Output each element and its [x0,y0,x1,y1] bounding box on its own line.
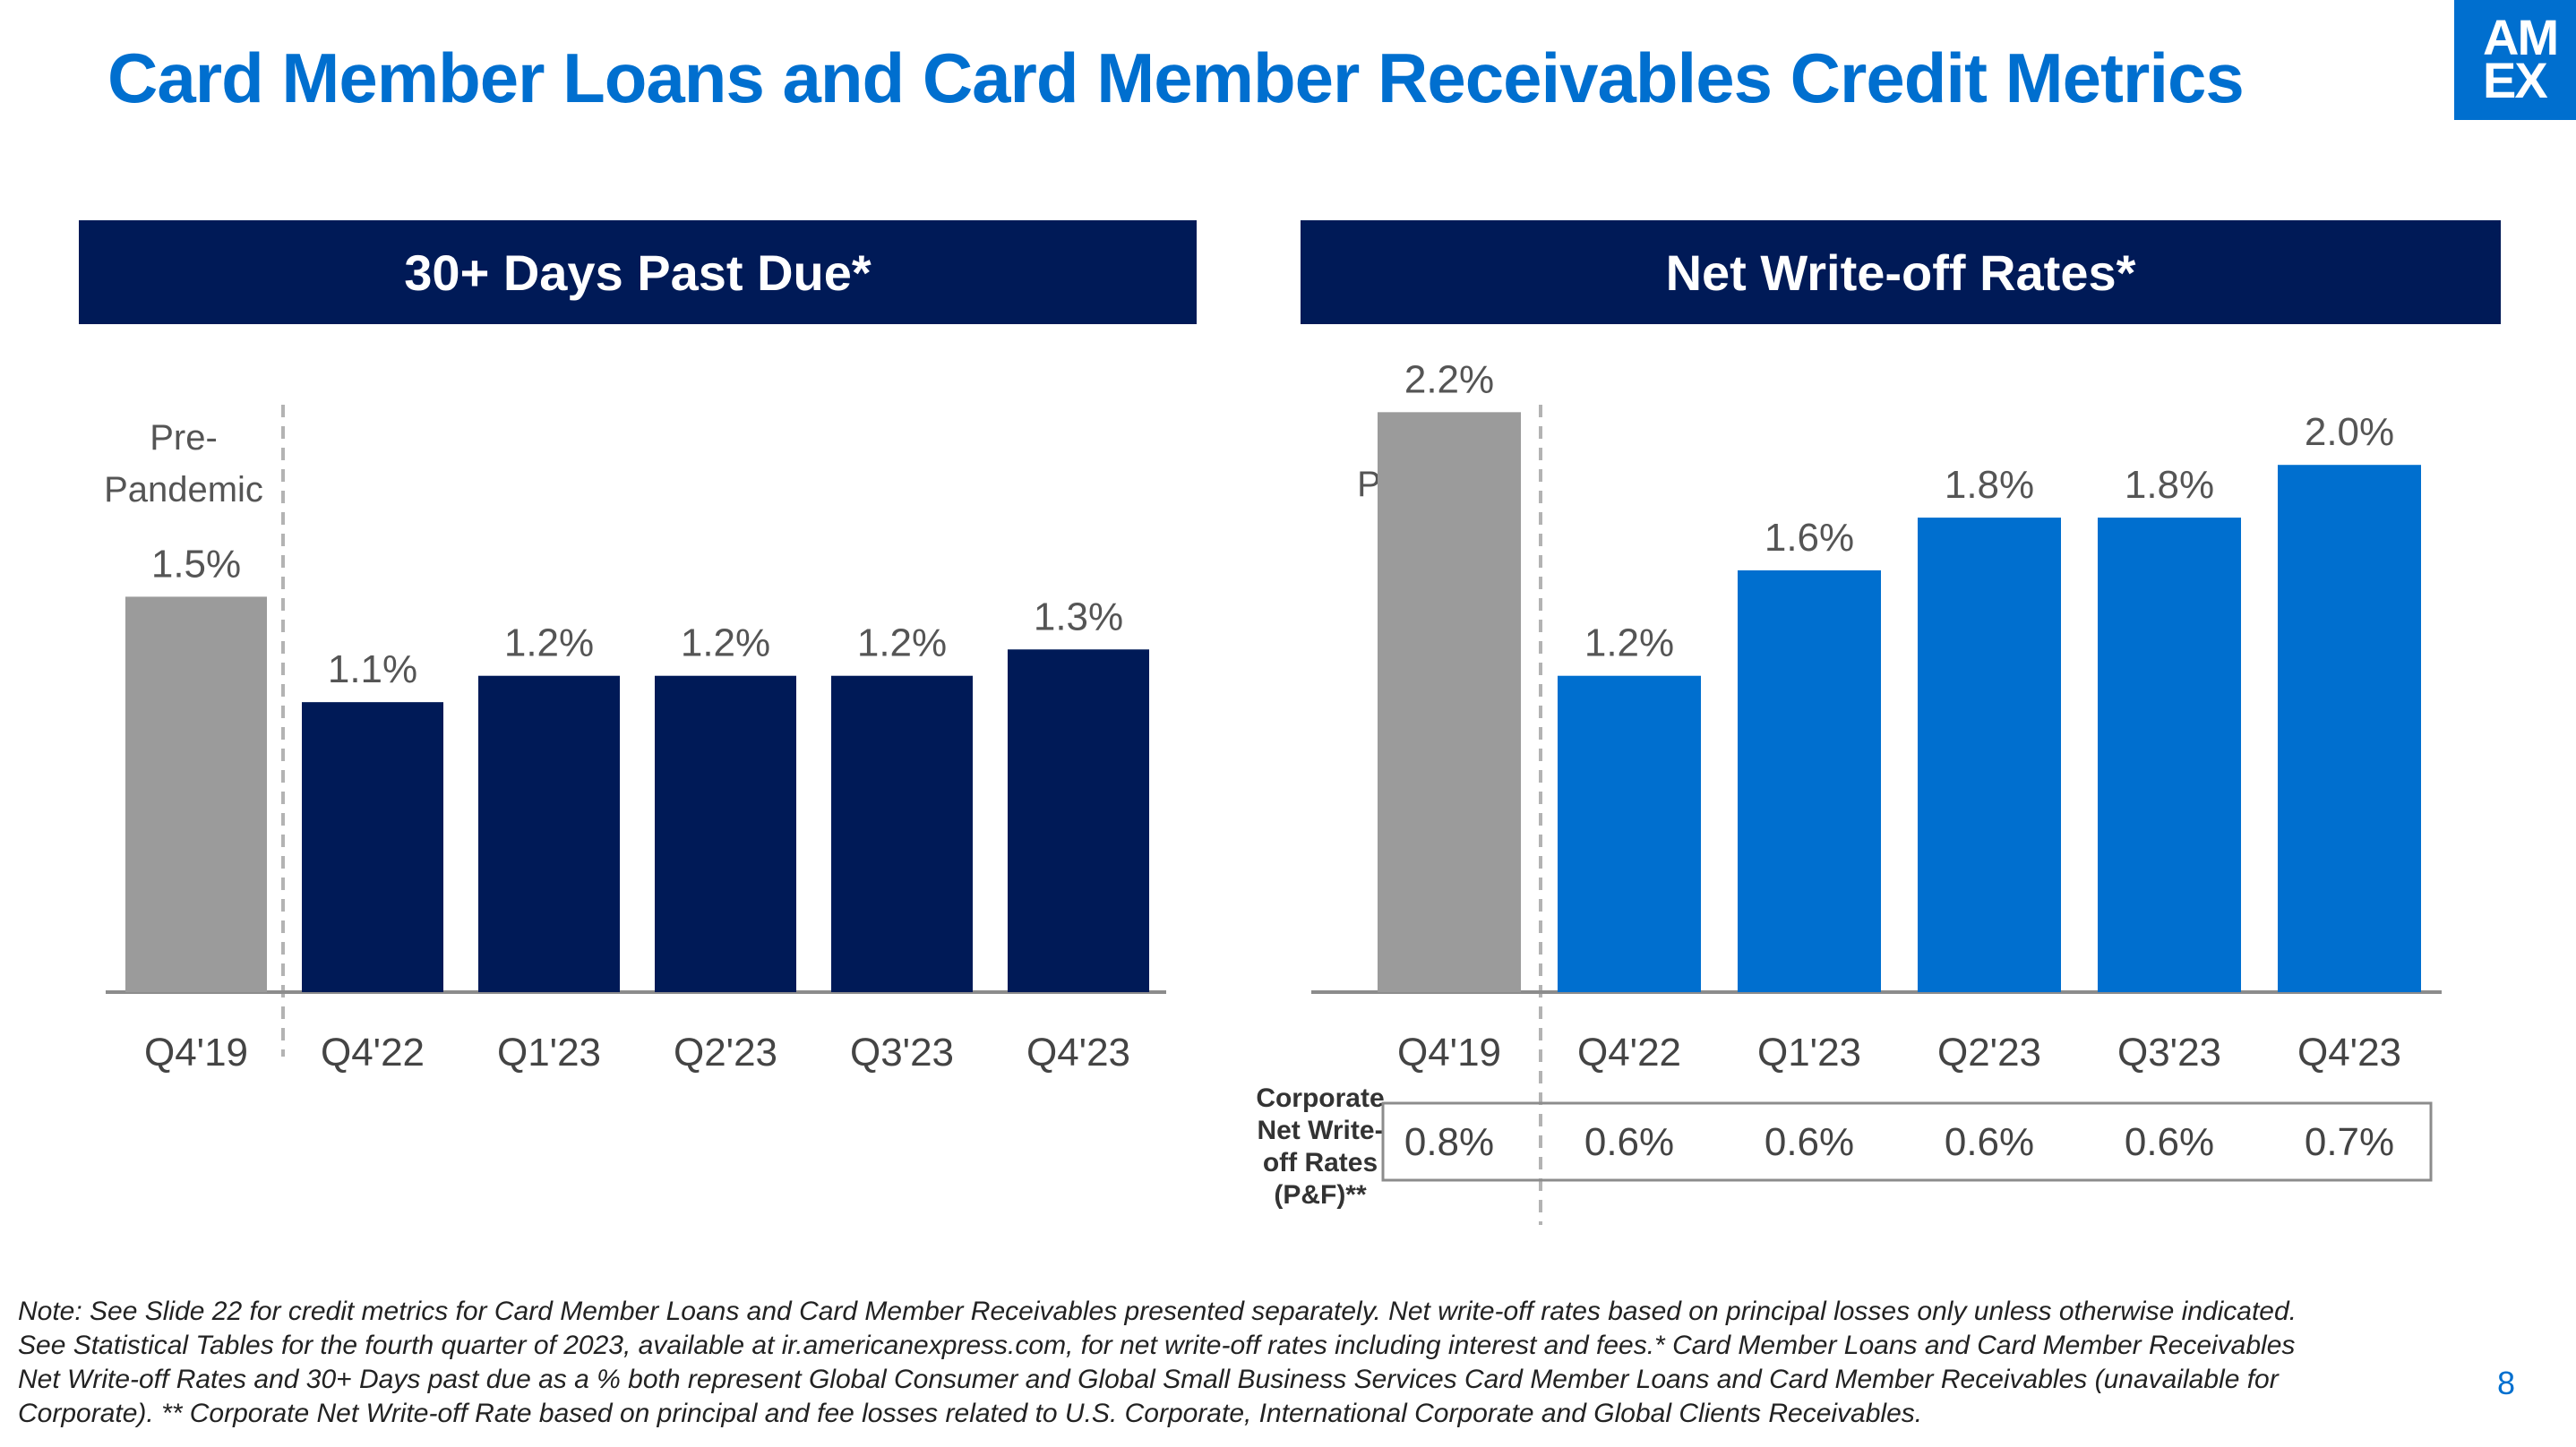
corporate-rate-1: 0.8% [1404,1120,1494,1164]
corporate-rate-2: 0.6% [1584,1120,1674,1164]
bar-value-label-5: 1.8% [2125,463,2214,507]
bar-6 [1008,649,1149,992]
amex-logo: AM EX [2454,0,2576,120]
bar-3 [478,675,620,992]
pre-pandemic-label-line1: Pre- [150,418,218,458]
bar-value-label-6: 1.3% [1034,595,1123,638]
bar-value-label-5: 1.2% [857,621,947,665]
bar-1 [125,596,267,992]
corporate-label-line4: (P&F)** [1274,1180,1367,1210]
footnote-line-3: Net Write-off Rates and 30+ Days past du… [18,1365,2279,1394]
bar-value-label-1: 1.5% [151,542,241,586]
bar-value-label-2: 1.2% [1584,621,1674,665]
footnote-line-1: Note: See Slide 22 for credit metrics fo… [18,1297,2297,1326]
corporate-rate-6: 0.7% [2305,1120,2394,1164]
pre-pandemic-label-line2: Pandemic [104,470,263,509]
x-tick-label-2: Q4'22 [321,1031,425,1075]
corporate-rates-box [1381,1101,2433,1182]
x-tick-label-5: Q3'23 [850,1031,954,1075]
page-number: 8 [2497,1365,2516,1401]
bar-2 [1558,675,1701,992]
bar-value-label-4: 1.8% [1945,463,2034,507]
bar-5 [831,675,973,992]
corporate-rate-5: 0.6% [2125,1120,2214,1164]
bar-2 [302,702,443,992]
bar-value-label-3: 1.6% [1765,516,1854,560]
x-tick-label-3: Q1'23 [1757,1031,1861,1075]
corporate-rate-3: 0.6% [1765,1120,1854,1164]
x-tick-label-1: Q4'19 [144,1031,248,1075]
x-tick-label-3: Q1'23 [497,1031,601,1075]
x-tick-label-2: Q4'22 [1577,1031,1681,1075]
bar-1 [1378,412,1521,992]
corporate-label-line3: off Rates [1263,1148,1378,1177]
net-write-off-chart: Pre- Pandemic 2.2%Q4'191.2%Q4'221.6%Q1'2… [1256,357,2442,1225]
x-tick-label-4: Q2'23 [674,1031,777,1075]
corporate-label-line2: Net Write- [1257,1116,1383,1145]
footnote: Note: See Slide 22 for credit metrics fo… [18,1295,2472,1431]
x-tick-label-6: Q4'23 [2297,1031,2401,1075]
bar-value-label-1: 2.2% [1404,357,1494,401]
x-tick-label-5: Q3'23 [2117,1031,2221,1075]
x-tick-label-6: Q4'23 [1026,1031,1130,1075]
corporate-label: Corporate Net Write- off Rates (P&F)** [1256,1083,1384,1210]
x-tick-label-4: Q2'23 [1937,1031,2041,1075]
panel-header-net-write-off: Net Write-off Rates* [1301,220,2501,324]
bar-value-label-3: 1.2% [504,621,594,665]
logo-line-1: AM [2483,9,2559,65]
bar-value-label-2: 1.1% [328,647,417,691]
bar-4 [655,675,796,992]
bar-3 [1738,569,1881,992]
footnote-line-4: Corporate). ** Corporate Net Write-off R… [18,1399,1923,1428]
past-due-chart: Pre- Pandemic 1.5% Q4'19 1.1% Q4'22 1.2% Q1'2… [104,405,1166,1075]
corporate-label-line1: Corporate [1256,1083,1384,1113]
panel-header-past-due: 30+ Days Past Due* [79,220,1197,324]
footnote-line-2: See Statistical Tables for the fourth qu… [18,1331,2296,1360]
bar-4 [1918,518,2061,992]
bar-value-label-4: 1.2% [681,621,770,665]
logo-line-2: EX [2483,52,2548,108]
bar-6 [2278,465,2421,992]
bar-value-label-6: 2.0% [2305,410,2394,454]
corporate-rate-4: 0.6% [1945,1120,2034,1164]
bar-5 [2098,518,2241,992]
page-title: Card Member Loans and Card Member Receiv… [107,39,2245,117]
x-tick-label-1: Q4'19 [1397,1031,1501,1075]
